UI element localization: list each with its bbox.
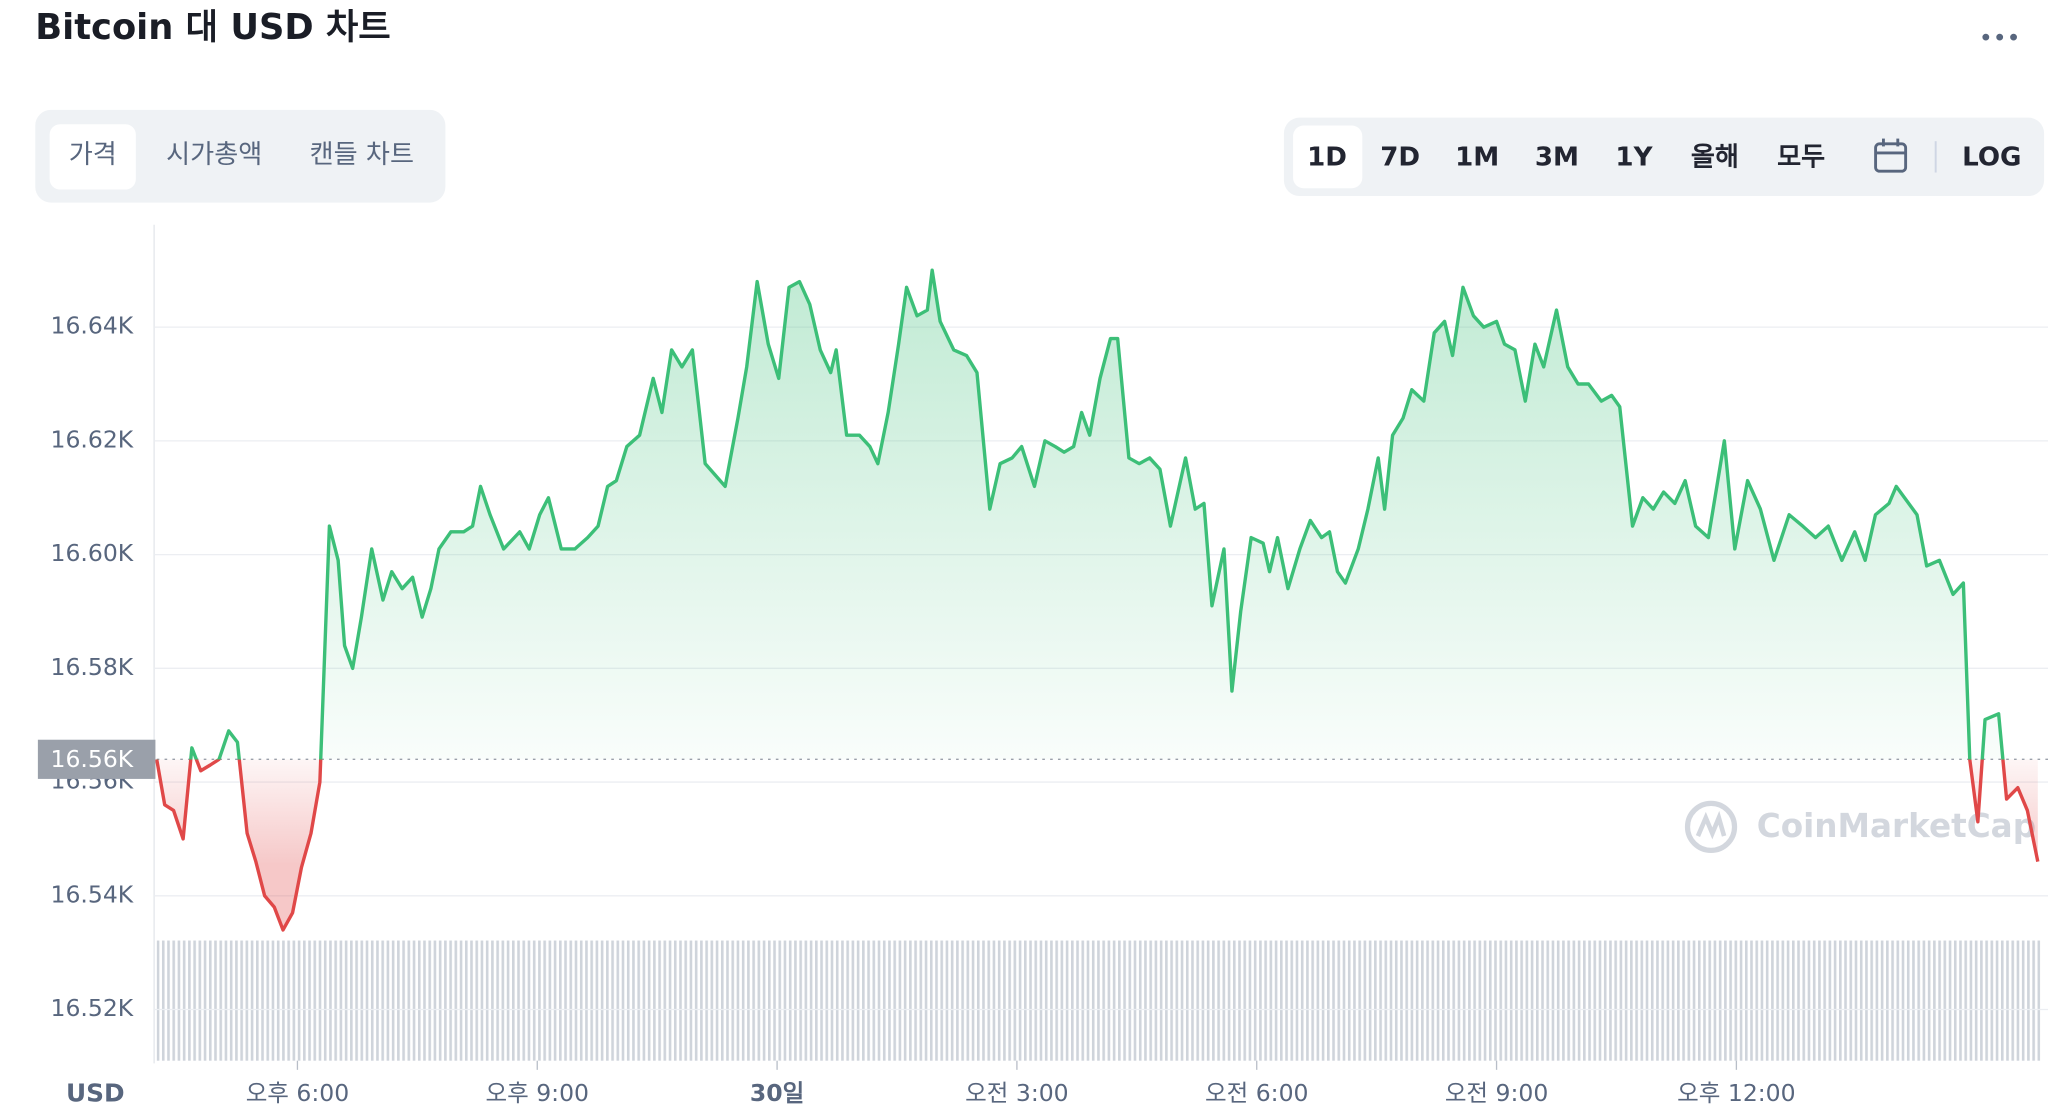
y-tick-label: 16.62K [51,425,134,453]
range-group [1283,117,2045,197]
x-tick-label: 오전 3:00 [965,1079,1068,1107]
volume-bars [156,940,2041,1061]
x-tick-label: 오전 9:00 [1445,1079,1548,1107]
range-button[interactable]: 7D [1380,143,1420,173]
active-range [1293,125,1363,189]
y-tick-label: 16.54K [51,880,134,908]
y-tick-label: 16.52K [51,994,134,1022]
x-tick-label: 오후 12:00 [1677,1079,1795,1107]
range-button[interactable]: 1M [1455,143,1499,173]
range-button[interactable]: 올해 [1691,143,1739,173]
range-button[interactable]: 3M [1535,143,1579,173]
tab-group [35,109,446,203]
page-title: Bitcoin 대 USD 차트 [35,7,390,48]
baseline-label: 16.56K [51,745,134,773]
calendar-button[interactable] [1874,138,1908,173]
y-tick-label: 16.64K [51,312,134,340]
baseline-tag [37,739,156,779]
x-tick-label: 오후 6:00 [246,1079,349,1107]
axis-label: USD [66,1079,125,1108]
range-button[interactable]: 1Y [1615,143,1653,173]
y-tick-label: 16.60K [51,539,134,567]
tab[interactable]: 캔들 차트 [310,140,414,170]
more-menu[interactable]: ••• [1979,24,2021,52]
x-tick-label: 오전 6:00 [1205,1079,1308,1107]
range-button[interactable]: 1D [1307,143,1347,173]
watermark [1684,800,1738,854]
range-button[interactable]: 모두 [1777,143,1825,173]
watermark-text: CoinMarketCap [1757,807,2036,845]
x-tick-label: 오후 9:00 [486,1079,589,1107]
x-tick-label: 30일 [750,1079,804,1107]
y-tick-label: 16.58K [51,653,134,681]
price-area [156,270,2038,930]
tab[interactable]: 가격 [69,140,117,170]
price-line [155,268,2040,932]
log-button[interactable]: LOG [1962,143,2021,173]
tab[interactable]: 시가총액 [166,140,262,170]
active-tab [49,124,136,190]
